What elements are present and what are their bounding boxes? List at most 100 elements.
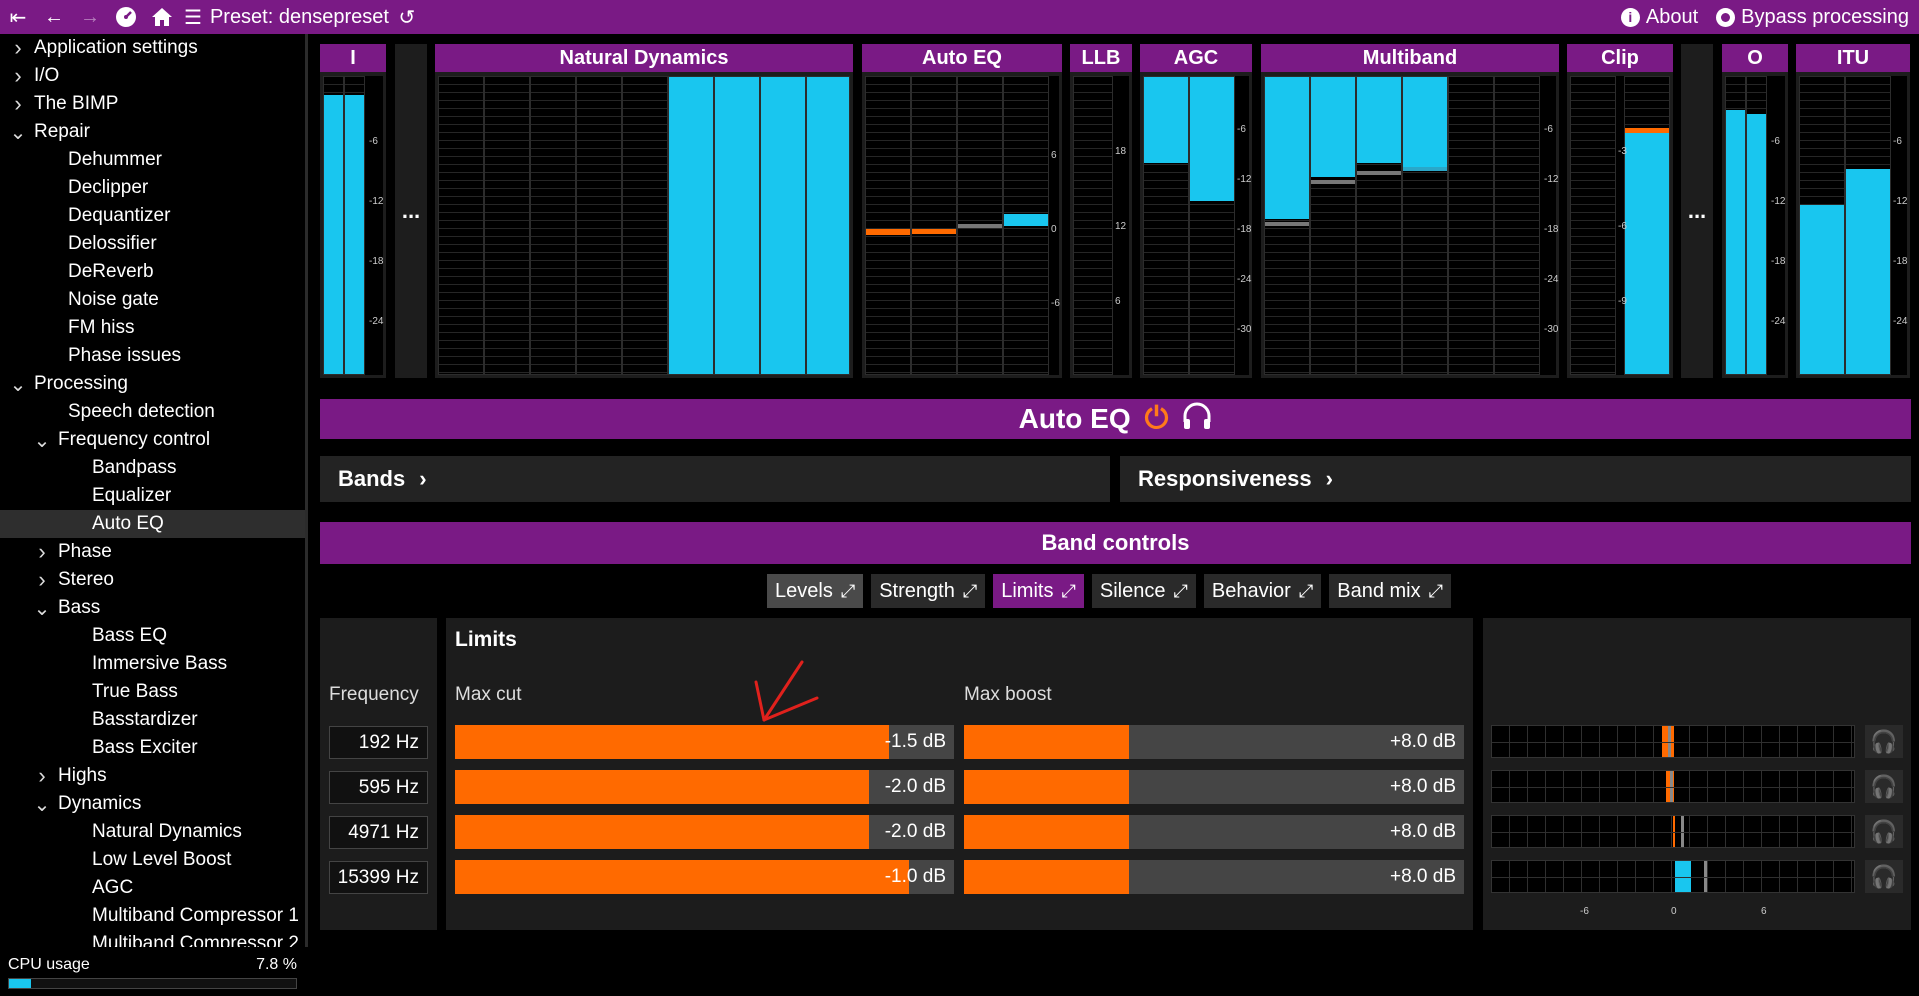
- sidebar-item[interactable]: Natural Dynamics: [0, 818, 305, 846]
- meter-group-auto-eq[interactable]: Auto EQ 6 0 -6: [862, 44, 1062, 378]
- meter-tick: 18: [1115, 146, 1127, 157]
- sidebar-item[interactable]: Noise gate: [0, 286, 305, 314]
- tab-levels[interactable]: Levels ⤢: [767, 574, 864, 608]
- frequency-field[interactable]: 595 Hz: [329, 771, 428, 804]
- meter-bar: [760, 76, 806, 375]
- sidebar-item[interactable]: Speech detection: [0, 398, 305, 426]
- meter-tick: -30: [1544, 324, 1559, 335]
- sidebar-item[interactable]: › Application settings: [0, 34, 305, 62]
- more-meters-button[interactable]: ...: [1681, 44, 1713, 378]
- sidebar-item[interactable]: True Bass: [0, 678, 305, 706]
- sidebar-item-label: Dynamics: [58, 793, 142, 814]
- meter-group-multiband[interactable]: Multiband -6 -12 -18 -24 -30: [1261, 44, 1559, 378]
- bands-accordion[interactable]: Bands ›: [320, 456, 1110, 502]
- power-icon[interactable]: ⏻: [1144, 402, 1169, 435]
- meter-tick: -12: [1893, 196, 1908, 207]
- sidebar-item[interactable]: Delossifier: [0, 230, 305, 258]
- more-meters-button[interactable]: ...: [395, 44, 427, 378]
- slider-fill: [455, 725, 890, 759]
- max-boost-slider[interactable]: +8.0 dB: [964, 725, 1464, 759]
- bypass-button[interactable]: Bypass processing: [1716, 6, 1909, 29]
- sidebar-item[interactable]: ⌄ Bass: [0, 594, 305, 622]
- meter-group-itu[interactable]: ITU -6 -12 -18 -24: [1796, 44, 1910, 378]
- max-boost-slider[interactable]: +8.0 dB: [964, 815, 1464, 849]
- sidebar-item[interactable]: Declipper: [0, 174, 305, 202]
- undo-icon[interactable]: ↺: [398, 6, 416, 29]
- sidebar-item[interactable]: ⌄ Frequency control: [0, 426, 305, 454]
- about-button[interactable]: i About: [1620, 6, 1698, 29]
- sidebar-item[interactable]: Dequantizer: [0, 202, 305, 230]
- expand-icon: ⤢: [962, 580, 978, 601]
- tab-strength[interactable]: Strength ⤢: [871, 574, 986, 608]
- sidebar-item[interactable]: › Phase: [0, 538, 305, 566]
- sidebar-item[interactable]: ⌄ Dynamics: [0, 790, 305, 818]
- sidebar-item[interactable]: › The BIMP: [0, 90, 305, 118]
- dashboard-icon[interactable]: [108, 0, 144, 34]
- sidebar-item-label: Multiband Compressor 2: [92, 933, 299, 947]
- sidebar-item[interactable]: › I/O: [0, 62, 305, 90]
- max-cut-slider[interactable]: -2.0 dB: [455, 770, 954, 804]
- sidebar-item[interactable]: Bandpass: [0, 454, 305, 482]
- meter-bar: [1746, 76, 1767, 375]
- sidebar-item[interactable]: › Highs: [0, 762, 305, 790]
- meter-group-llb[interactable]: LLB 18 12 6: [1070, 44, 1132, 378]
- headphones-icon[interactable]: [1182, 402, 1212, 437]
- max-boost-slider[interactable]: +8.0 dB: [964, 770, 1464, 804]
- sidebar-item[interactable]: Dehummer: [0, 146, 305, 174]
- meter-bar: [530, 76, 576, 375]
- headphones-icon[interactable]: 🎧: [1865, 815, 1903, 848]
- frequency-field[interactable]: 15399 Hz: [329, 861, 428, 894]
- meter-group-i[interactable]: I -6 -12 -18 -24: [320, 44, 386, 378]
- sidebar-item[interactable]: Auto EQ: [0, 510, 305, 538]
- sidebar-item[interactable]: DeReverb: [0, 258, 305, 286]
- sidebar-item[interactable]: Immersive Bass: [0, 650, 305, 678]
- forward-icon[interactable]: →: [80, 5, 100, 28]
- max-cut-slider[interactable]: -1.5 dB: [455, 725, 954, 759]
- tab-limits[interactable]: Limits ⤢: [993, 574, 1084, 608]
- sidebar-item[interactable]: Equalizer: [0, 482, 305, 510]
- tab-behavior[interactable]: Behavior ⤢: [1203, 574, 1322, 608]
- tab-band-mix[interactable]: Band mix ⤢: [1329, 574, 1452, 608]
- first-icon[interactable]: ⇤: [9, 6, 27, 29]
- meter-bar: [1402, 76, 1448, 375]
- frequency-field[interactable]: 4971 Hz: [329, 816, 428, 849]
- sidebar-item[interactable]: › Stereo: [0, 566, 305, 594]
- sidebar-item[interactable]: ⌄ Processing: [0, 370, 305, 398]
- sidebar-item[interactable]: Low Level Boost: [0, 846, 305, 874]
- meter-tick: -18: [369, 256, 384, 267]
- headphones-icon[interactable]: 🎧: [1865, 725, 1903, 758]
- max-boost-slider[interactable]: +8.0 dB: [964, 860, 1464, 894]
- frequency-label: Frequency: [329, 684, 419, 705]
- meter-group-clip[interactable]: Clip -3 -6 -9: [1567, 44, 1673, 378]
- sidebar-item[interactable]: Multiband Compressor 1: [0, 902, 305, 930]
- max-cut-slider[interactable]: -2.0 dB: [455, 815, 954, 849]
- expand-icon: ⤢: [1061, 580, 1076, 601]
- info-icon: i: [1620, 7, 1640, 27]
- tab-silence[interactable]: Silence ⤢: [1091, 574, 1196, 608]
- preset-selector[interactable]: ☰ Preset: densepreset: [184, 5, 389, 30]
- slider-fill: [455, 770, 870, 804]
- slider-fill: [964, 725, 1129, 759]
- chevron-right-icon: ›: [14, 35, 22, 60]
- max-cut-slider[interactable]: -1.0 dB: [455, 860, 954, 894]
- meter-group-agc[interactable]: AGC -6 -12 -18 -24 -30: [1140, 44, 1252, 378]
- responsiveness-accordion[interactable]: Responsiveness ›: [1120, 456, 1911, 502]
- meter-bar: [1264, 76, 1310, 375]
- slider-value: -1.5 dB: [884, 731, 946, 752]
- sidebar-item[interactable]: ⌄ Repair: [0, 118, 305, 146]
- expand-icon: ⤢: [840, 580, 856, 601]
- headphones-icon[interactable]: 🎧: [1865, 860, 1903, 893]
- meter-group-o[interactable]: O -6 -12 -18 -24: [1722, 44, 1788, 378]
- sidebar-item[interactable]: Bass EQ: [0, 622, 305, 650]
- sidebar-item[interactable]: AGC: [0, 874, 305, 902]
- sidebar-item[interactable]: Basstardizer: [0, 706, 305, 734]
- sidebar-item[interactable]: FM hiss: [0, 314, 305, 342]
- home-icon[interactable]: [144, 0, 180, 34]
- sidebar-item[interactable]: Phase issues: [0, 342, 305, 370]
- frequency-field[interactable]: 192 Hz: [329, 726, 428, 759]
- back-icon[interactable]: ←: [44, 5, 64, 28]
- headphones-icon[interactable]: 🎧: [1865, 770, 1903, 803]
- meter-group-natural-dynamics[interactable]: Natural Dynamics: [435, 44, 853, 378]
- sidebar-item[interactable]: Bass Exciter: [0, 734, 305, 762]
- sidebar-item[interactable]: Multiband Compressor 2: [0, 930, 305, 947]
